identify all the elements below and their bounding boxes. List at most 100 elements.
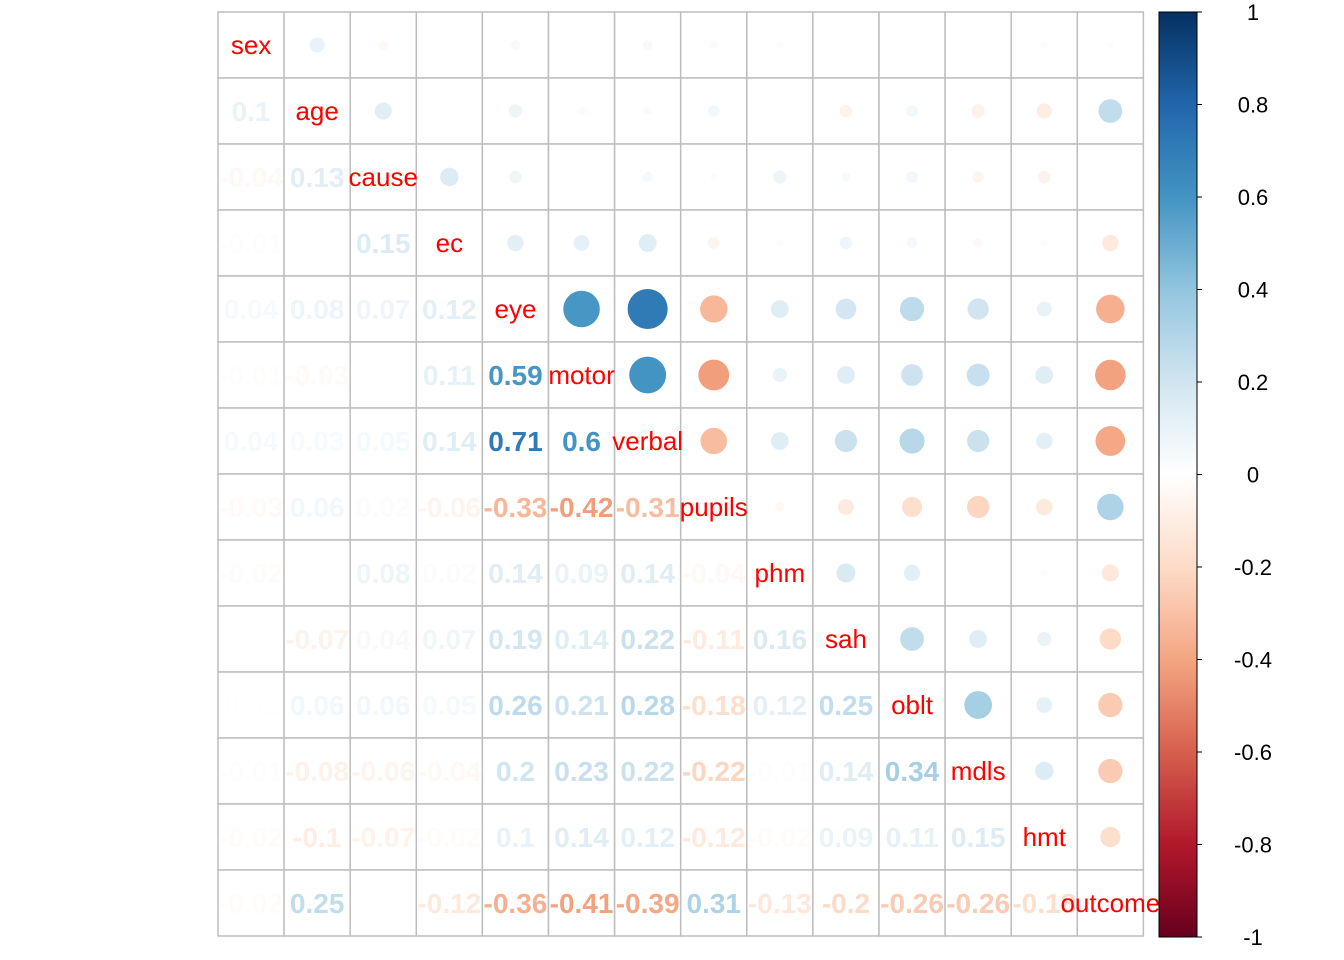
matrix-cell <box>283 737 351 805</box>
matrix-cell <box>283 341 351 409</box>
correlation-circle <box>906 171 918 183</box>
variable-label: sah <box>825 624 867 654</box>
matrix-cell <box>283 407 351 475</box>
matrix-cell <box>349 539 418 607</box>
matrix-cell <box>349 671 418 739</box>
matrix-cell <box>481 407 550 475</box>
matrix-cell <box>349 143 418 211</box>
correlation-value: -0.18 <box>682 690 746 721</box>
correlation-circle <box>1095 426 1126 456</box>
matrix-cell <box>481 803 550 871</box>
correlation-circle <box>1035 366 1054 384</box>
matrix-cell <box>217 737 285 805</box>
correlation-circle <box>838 499 854 515</box>
colorbar-tick-label: -0.4 <box>1234 648 1272 673</box>
correlation-circle <box>707 237 720 249</box>
correlation-value: 0.11 <box>886 822 939 853</box>
matrix-cell <box>349 737 418 805</box>
correlation-circle <box>1101 564 1119 582</box>
correlation-circle <box>839 104 853 118</box>
matrix-cell <box>746 539 814 607</box>
correlation-circle <box>839 236 853 250</box>
correlation-circle <box>1095 359 1126 391</box>
correlation-value: 0 <box>243 624 259 655</box>
correlation-circle <box>1036 697 1053 713</box>
correlation-value: 0.04 <box>224 294 279 325</box>
matrix-cell <box>217 11 285 79</box>
correlation-value: 0.04 <box>356 624 411 655</box>
matrix-cell <box>812 605 880 673</box>
correlation-circle <box>909 42 915 48</box>
correlation-value: -0.01 <box>219 756 283 787</box>
variable-label: outcome <box>1060 888 1160 918</box>
correlation-circle <box>510 40 521 50</box>
correlation-circle <box>900 627 924 651</box>
colorbar-legend: 1 0.8 0.6 0.4 0.2 0 -0.2 -0.4 -0.6 -0.8 -1 <box>1158 0 1272 950</box>
correlation-value: 0.14 <box>620 558 675 589</box>
correlation-circle <box>309 37 325 53</box>
matrix-cell <box>415 671 484 739</box>
correlation-circle <box>629 356 667 394</box>
correlation-circle <box>707 105 720 117</box>
variable-label: age <box>295 96 338 126</box>
correlation-circle <box>573 235 590 251</box>
matrix-cell <box>679 11 748 79</box>
matrix-cell <box>481 473 550 541</box>
matrix-cell <box>1076 143 1145 211</box>
correlation-value: 0.15 <box>951 822 1006 853</box>
correlation-value: -0.31 <box>616 492 680 523</box>
matrix-cell <box>349 803 418 871</box>
correlation-value: 0.1 <box>232 96 271 127</box>
correlation-value: 0.02 <box>356 492 411 523</box>
matrix-cell <box>613 671 682 739</box>
correlation-value: 0 <box>375 360 391 391</box>
correlation-circle <box>698 359 730 391</box>
correlation-value: 0.28 <box>620 690 675 721</box>
correlation-value: 0.09 <box>554 558 609 589</box>
correlation-circle <box>1098 99 1123 123</box>
matrix-cell <box>812 11 880 79</box>
correlation-circle <box>899 428 925 454</box>
matrix-cell <box>349 407 418 475</box>
correlation-value: 0.08 <box>356 558 411 589</box>
correlation-value: -0.03 <box>285 360 349 391</box>
correlation-value: 0.11 <box>423 360 476 391</box>
correlation-circle <box>966 429 990 453</box>
matrix-cell <box>679 539 748 607</box>
matrix-cell <box>613 737 682 805</box>
correlation-value: 0.14 <box>422 426 477 457</box>
correlation-circle <box>841 172 851 182</box>
correlation-circle <box>627 288 668 330</box>
correlation-circle <box>775 502 785 512</box>
matrix-cell <box>283 869 351 937</box>
matrix-cell <box>349 275 418 343</box>
correlation-circle <box>638 234 657 252</box>
correlation-value: -0.26 <box>946 888 1010 919</box>
colorbar-tick-label: -1 <box>1243 925 1263 950</box>
correlation-value: -0.41 <box>550 888 614 919</box>
matrix-cell <box>746 77 814 145</box>
correlation-circle <box>903 564 921 582</box>
correlation-value: 0.34 <box>885 756 940 787</box>
correlation-value: 0.03 <box>290 426 345 457</box>
correlation-circle <box>507 234 524 252</box>
correlation-value: 0.14 <box>819 756 874 787</box>
correlation-value: -0.13 <box>748 888 812 919</box>
correlation-circle <box>1098 758 1123 784</box>
correlation-circle <box>1036 498 1053 516</box>
variable-label: mdls <box>951 756 1006 786</box>
correlation-value: -0.07 <box>285 624 349 655</box>
correlation-value: 0.21 <box>554 690 609 721</box>
correlation-circle <box>700 295 728 323</box>
variable-label: pupils <box>680 492 748 522</box>
correlation-circle <box>1037 170 1051 184</box>
correlation-circle <box>577 106 586 116</box>
correlation-circle <box>1037 631 1052 647</box>
matrix-cell <box>679 671 748 739</box>
matrix-cell <box>547 737 616 805</box>
correlation-value: -0.03 <box>219 492 283 523</box>
correlation-circle <box>901 364 923 386</box>
correlation-circle <box>643 106 652 116</box>
matrix-cell <box>547 473 616 541</box>
